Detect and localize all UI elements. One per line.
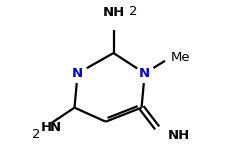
Text: N: N — [49, 121, 61, 134]
Text: 2: 2 — [32, 128, 41, 141]
Text: Me: Me — [171, 51, 191, 64]
Text: NH: NH — [102, 6, 125, 19]
Text: H: H — [41, 121, 52, 134]
Text: 2: 2 — [129, 5, 138, 18]
Text: N: N — [139, 67, 150, 80]
Text: N: N — [72, 67, 83, 80]
Text: N: N — [72, 67, 83, 80]
Text: NH: NH — [168, 129, 190, 142]
Text: N: N — [139, 67, 150, 80]
